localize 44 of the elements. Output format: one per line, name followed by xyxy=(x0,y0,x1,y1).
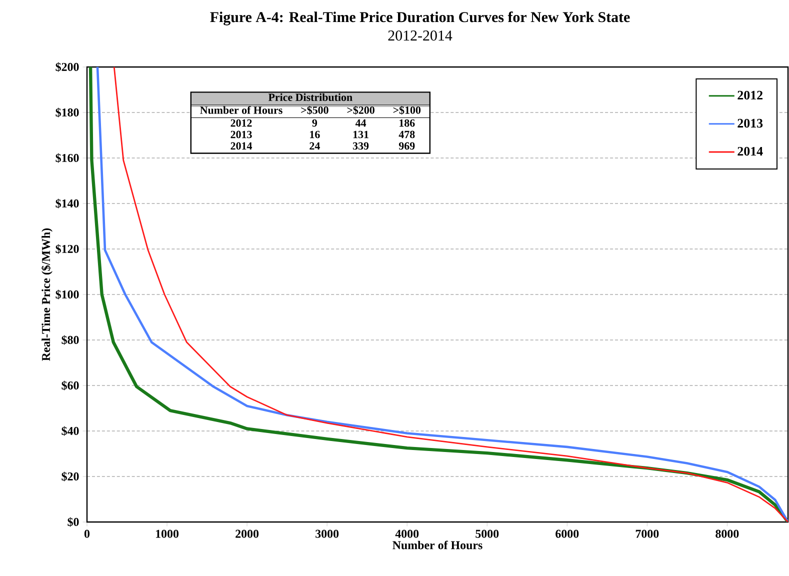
annotation: 2012 xyxy=(230,119,252,127)
chart-subtitle: 2012-2014 xyxy=(388,30,452,41)
y-tick-label: $80 xyxy=(62,335,79,345)
legend-label: 2013 xyxy=(738,118,763,128)
annotation: 339 xyxy=(352,142,369,150)
y-tick-label: $0 xyxy=(68,517,79,527)
y-tick-label: $120 xyxy=(56,244,79,254)
annotation: 2013 xyxy=(230,130,252,138)
annotation: 478 xyxy=(398,130,415,138)
x-tick-label: 8000 xyxy=(716,530,739,538)
legend-label: 2014 xyxy=(738,146,763,156)
y-tick-label: $20 xyxy=(62,472,79,482)
y-axis-title: Real-Time Price ($/MWh) xyxy=(41,228,52,361)
y-tick-label: $40 xyxy=(62,426,79,436)
annotation: Number of Hours xyxy=(200,106,282,114)
x-tick-label: 4000 xyxy=(395,530,419,538)
x-tick-label: 1000 xyxy=(156,530,179,538)
y-tick-label: $200 xyxy=(56,62,79,72)
y-tick-label: $100 xyxy=(56,290,79,300)
x-tick-label: 0 xyxy=(84,530,90,538)
annotation: Price Distribution xyxy=(268,93,352,102)
annotation: 24 xyxy=(310,142,320,150)
x-tick-label: 6000 xyxy=(556,530,579,538)
annotation: 16 xyxy=(310,130,320,138)
x-tick-label: 5000 xyxy=(476,530,499,538)
annotation: 44 xyxy=(355,119,366,127)
annotation: 131 xyxy=(353,130,368,138)
annotation: 2014 xyxy=(230,142,252,150)
chart-title: Figure A-4: Real-Time Price Duration Curves for New York State xyxy=(210,12,630,26)
x-tick-label: 7000 xyxy=(636,530,659,538)
annotation: 969 xyxy=(398,142,415,150)
annotation: >$100 xyxy=(393,106,421,115)
y-tick-label: $60 xyxy=(62,380,79,390)
x-axis-title: Number of Hours xyxy=(392,540,482,550)
annotation: 9 xyxy=(312,119,318,127)
x-tick-label: 3000 xyxy=(316,530,339,538)
annotation: >$200 xyxy=(347,106,374,115)
annotation: 186 xyxy=(400,119,415,127)
y-tick-label: $180 xyxy=(56,108,79,118)
y-tick-label: $160 xyxy=(56,153,79,163)
annotation: >$500 xyxy=(301,106,328,115)
y-tick-label: $140 xyxy=(56,198,79,208)
legend-label: 2012 xyxy=(738,90,762,100)
x-tick-label: 2000 xyxy=(236,530,259,538)
